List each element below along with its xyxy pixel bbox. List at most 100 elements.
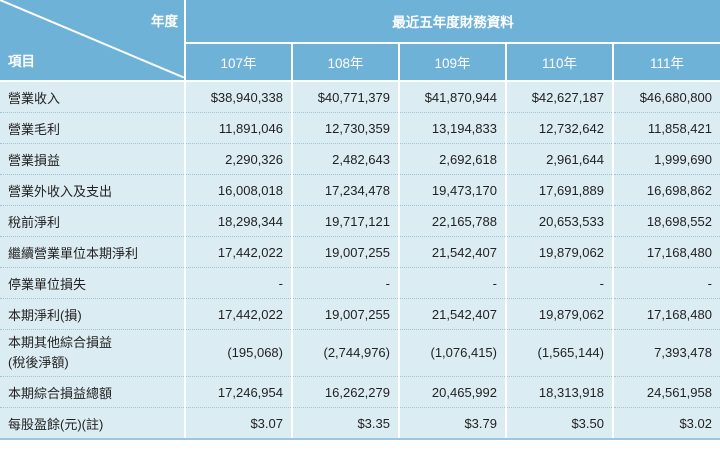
year-header: 110年 <box>505 43 614 82</box>
table-row: 停業單位損失 - - - - - <box>0 267 720 299</box>
value-cell: - <box>291 267 400 299</box>
row-label: 繼續營業單位本期淨利 <box>0 236 186 268</box>
row-label: 每股盈餘(元)(註) <box>0 407 186 440</box>
row-label: 停業單位損失 <box>0 267 186 299</box>
item-label: 項目 <box>8 54 35 69</box>
value-cell: 12,730,359 <box>291 112 400 144</box>
value-cell: 16,008,018 <box>184 174 293 206</box>
value-cell: (2,744,976) <box>291 329 400 377</box>
value-cell: $38,940,338 <box>184 81 293 113</box>
value-cell: 1,999,690 <box>612 143 720 175</box>
value-cell: 7,393,478 <box>612 329 720 377</box>
table-row: 營業損益 2,290,326 2,482,643 2,692,618 2,961,644… <box>0 143 720 175</box>
value-cell: $41,870,944 <box>398 81 507 113</box>
value-cell: 19,717,121 <box>291 205 400 237</box>
value-cell: 19,473,170 <box>398 174 507 206</box>
value-cell: $3.07 <box>184 407 293 440</box>
value-cell: 17,168,480 <box>612 236 720 268</box>
value-cell: - <box>505 267 614 299</box>
value-cell: 2,961,644 <box>505 143 614 175</box>
value-cell: 19,879,062 <box>505 298 614 330</box>
value-cell: - <box>612 267 720 299</box>
group-title: 最近五年度財務資料 <box>184 0 720 44</box>
value-cell: (1,076,415) <box>398 329 507 377</box>
value-cell: 2,692,618 <box>398 143 507 175</box>
value-cell: (195,068) <box>184 329 293 377</box>
value-cell: $40,771,379 <box>291 81 400 113</box>
row-label: 營業收入 <box>0 81 186 113</box>
value-cell: 17,691,889 <box>505 174 614 206</box>
year-header: 111年 <box>612 43 720 82</box>
value-cell: 17,442,022 <box>184 236 293 268</box>
value-cell: 17,246,954 <box>184 376 293 408</box>
value-cell: - <box>398 267 507 299</box>
row-label-text: 每股盈餘(元)(註) <box>8 416 104 432</box>
row-label: 本期其他綜合損益 (稅後淨額) <box>0 329 186 377</box>
row-label-text: 本期淨利(損) <box>8 307 82 323</box>
row-label-text: 營業收入 <box>8 90 61 106</box>
row-label-text: 繼續營業單位本期淨利 <box>8 245 139 261</box>
row-label: 營業損益 <box>0 143 186 175</box>
value-cell: $3.02 <box>612 407 720 440</box>
year-label: 年度 <box>151 14 178 29</box>
row-label-text: 本期其他綜合損益 <box>8 335 113 350</box>
table-row: 稅前淨利 18,298,344 19,717,121 22,165,788 20,653… <box>0 205 720 237</box>
value-cell: 2,482,643 <box>291 143 400 175</box>
row-label-text: 營業毛利 <box>8 121 61 137</box>
value-cell: 19,007,255 <box>291 298 400 330</box>
row-label-text: 營業損益 <box>8 152 61 168</box>
table-row: 本期淨利(損) 17,442,022 19,007,255 21,542,407 19,… <box>0 298 720 330</box>
year-header: 107年 <box>184 43 293 82</box>
value-cell: 13,194,833 <box>398 112 507 144</box>
row-label-text: 停業單位損失 <box>8 276 87 292</box>
value-cell: $3.50 <box>505 407 614 440</box>
row-label-text: 本期綜合損益總額 <box>8 385 113 401</box>
value-cell: 17,168,480 <box>612 298 720 330</box>
value-cell: 16,262,279 <box>291 376 400 408</box>
value-cell: 12,732,642 <box>505 112 614 144</box>
row-label: 本期淨利(損) <box>0 298 186 330</box>
value-cell: $42,627,187 <box>505 81 614 113</box>
table-row: 本期綜合損益總額 17,246,954 16,262,279 20,465,992 18… <box>0 376 720 408</box>
value-cell: 11,891,046 <box>184 112 293 144</box>
row-label-text: 稅前淨利 <box>8 214 61 230</box>
row-label: 本期綜合損益總額 <box>0 376 186 408</box>
value-cell: 17,442,022 <box>184 298 293 330</box>
value-cell: (1,565,144) <box>505 329 614 377</box>
value-cell: $3.79 <box>398 407 507 440</box>
value-cell: 18,298,344 <box>184 205 293 237</box>
year-header: 109年 <box>398 43 507 82</box>
row-label-subtext: (稅後淨額) <box>8 355 69 370</box>
table-row: 營業毛利 11,891,046 12,730,359 13,194,833 12,732… <box>0 112 720 144</box>
value-cell: $3.35 <box>291 407 400 440</box>
corner-header: 年度 項目 <box>0 0 186 82</box>
value-cell: 16,698,862 <box>612 174 720 206</box>
value-cell: $46,680,800 <box>612 81 720 113</box>
value-cell: 21,542,407 <box>398 298 507 330</box>
value-cell: - <box>184 267 293 299</box>
row-label: 稅前淨利 <box>0 205 186 237</box>
table-row: 每股盈餘(元)(註) $3.07 $3.35 $3.79 $3.50 $3.02 <box>0 407 720 440</box>
row-label-text: 營業外收入及支出 <box>8 183 113 199</box>
diagonal-line <box>0 0 183 78</box>
value-cell: 18,698,552 <box>612 205 720 237</box>
table-row: 繼續營業單位本期淨利 17,442,022 19,007,255 21,542,407… <box>0 236 720 268</box>
value-cell: 19,879,062 <box>505 236 614 268</box>
value-cell: 20,465,992 <box>398 376 507 408</box>
year-header: 108年 <box>291 43 400 82</box>
financial-table: 年度 項目 最近五年度財務資料 107年 108年 109年 110年 111年 營業收… <box>0 0 720 440</box>
row-label: 營業外收入及支出 <box>0 174 186 206</box>
value-cell: 19,007,255 <box>291 236 400 268</box>
value-cell: 18,313,918 <box>505 376 614 408</box>
table-row: 營業外收入及支出 16,008,018 17,234,478 19,473,170 17… <box>0 174 720 206</box>
value-cell: 21,542,407 <box>398 236 507 268</box>
value-cell: 24,561,958 <box>612 376 720 408</box>
value-cell: 2,290,326 <box>184 143 293 175</box>
value-cell: 22,165,788 <box>398 205 507 237</box>
row-label: 營業毛利 <box>0 112 186 144</box>
value-cell: 11,858,421 <box>612 112 720 144</box>
value-cell: 17,234,478 <box>291 174 400 206</box>
value-cell: 20,653,533 <box>505 205 614 237</box>
table-row: 營業收入 $38,940,338 $40,771,379 $41,870,944 $42… <box>0 81 720 113</box>
table-row: 本期其他綜合損益 (稅後淨額) (195,068) (2,744,976) (1,076… <box>0 329 720 377</box>
